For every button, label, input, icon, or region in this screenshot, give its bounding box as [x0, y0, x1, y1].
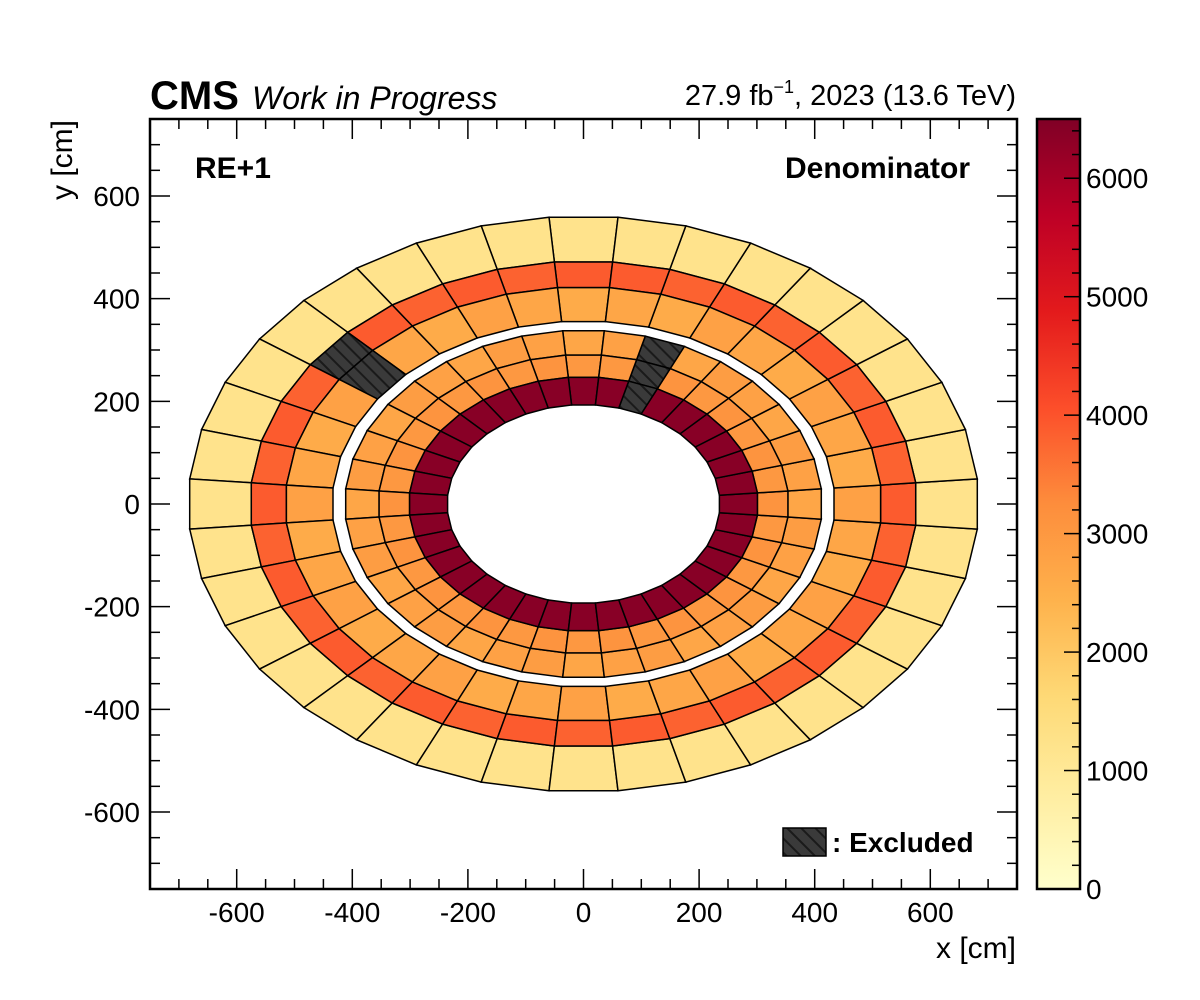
- status-label: Work in Progress: [252, 80, 497, 116]
- cell-ring-2-middle-18: [564, 629, 603, 654]
- cell-ring-2-outer-8: [344, 458, 387, 492]
- y-tick-label: 600: [93, 181, 140, 212]
- cell-ring-2-middle-0: [564, 354, 603, 379]
- cell-ring-2-middle-35: [597, 354, 638, 383]
- cell-ring-3-middle-0: [553, 261, 614, 289]
- colorbar-tick-label: 5000: [1086, 282, 1148, 313]
- cell-ring-2-middle-8: [378, 464, 416, 494]
- cell-ring-3-middle-9: [250, 481, 288, 527]
- annotation-quantity: Denominator: [785, 152, 970, 185]
- cell-ring-2-outer-9: [344, 487, 380, 521]
- cell-ring-3-outer-27: [914, 478, 979, 530]
- lumi-suffix: , 2023 (13.6 TeV): [794, 80, 1016, 112]
- cell-ring-3-middle-18: [553, 719, 614, 747]
- y-tick-label: 200: [93, 386, 140, 417]
- cell-ring-2-inner-27: [718, 492, 759, 516]
- cell-ring-2-inner-18: [567, 602, 600, 632]
- cell-ring-2-inner-0: [567, 376, 600, 406]
- cell-ring-2-outer-18: [561, 652, 606, 678]
- cell-ring-2-middle-17: [529, 625, 570, 654]
- colorbar-ticks: 0 1000 2000 3000 4000 5000 6000: [1064, 130, 1148, 905]
- y-tick-label: 400: [93, 284, 140, 315]
- y-tick-label: -200: [84, 592, 140, 623]
- cell-ring-3-outer-0: [548, 216, 619, 263]
- colorbar: [1035, 117, 1082, 891]
- cell-ring-3-inner-27: [833, 484, 882, 524]
- cell-ring-3-middle-27: [879, 481, 917, 527]
- y-tick-label: -400: [84, 694, 140, 725]
- cell-ring-2-outer-0: [561, 330, 606, 356]
- cell-ring-2-inner-9: [408, 492, 449, 516]
- y-tick-label: 0: [124, 489, 140, 520]
- cell-ring-2-outer-27: [787, 487, 823, 521]
- colorbar-tick-label: 4000: [1086, 400, 1148, 431]
- y-axis-title: y [cm]: [46, 120, 79, 200]
- cell-ring-2-middle-26: [751, 514, 789, 544]
- x-tick-label: -600: [209, 897, 265, 928]
- colorbar-tick-label: 6000: [1086, 163, 1148, 194]
- x-tick-label: 0: [576, 897, 592, 928]
- x-tick-label: -200: [440, 897, 496, 928]
- cell-ring-2-middle-9: [378, 490, 411, 518]
- x-tick-label: 400: [791, 897, 838, 928]
- rings-group: [188, 216, 979, 792]
- lumi-prefix: 27.9 fb: [685, 80, 774, 112]
- colorbar-tick-label: 1000: [1086, 756, 1148, 787]
- legend-label-excluded: : Excluded: [832, 827, 974, 858]
- x-axis-title: x [cm]: [936, 932, 1016, 965]
- plot-area: [188, 216, 979, 792]
- cell-ring-3-outer-9: [188, 478, 253, 530]
- cell-ring-3-inner-0: [556, 286, 611, 323]
- annotation-region: RE+1: [195, 152, 271, 185]
- lumi-label: 27.9 fb−1, 2023 (13.6 TeV): [685, 77, 1016, 112]
- x-tick-label: 600: [907, 897, 954, 928]
- y-ticks: -600 -400 -200 0 200 400 600: [84, 118, 1017, 890]
- cell-ring-3-outer-18: [548, 745, 619, 792]
- colorbar-tick-label: 2000: [1086, 637, 1148, 668]
- cell-ring-2-middle-27: [756, 490, 789, 518]
- cell-ring-3-inner-18: [556, 685, 611, 722]
- cms-label: CMS: [150, 74, 239, 118]
- y-tick-label: -600: [84, 797, 140, 828]
- cell-ring-3-inner-9: [285, 484, 334, 524]
- colorbar-tick-label: 3000: [1086, 519, 1148, 550]
- x-tick-label: 200: [676, 897, 723, 928]
- lumi-exponent: −1: [774, 77, 795, 97]
- cell-ring-2-outer-26: [780, 516, 823, 550]
- cell-ring-3-inner-35: [604, 286, 662, 328]
- cell-ring-2-inner-35: [594, 376, 630, 409]
- x-ticks: -600 -400 -200 0 200 400 600: [149, 119, 1018, 928]
- colorbar-tick-label: 0: [1086, 874, 1102, 905]
- x-tick-label: -400: [324, 897, 380, 928]
- legend-swatch-excluded: [782, 827, 827, 857]
